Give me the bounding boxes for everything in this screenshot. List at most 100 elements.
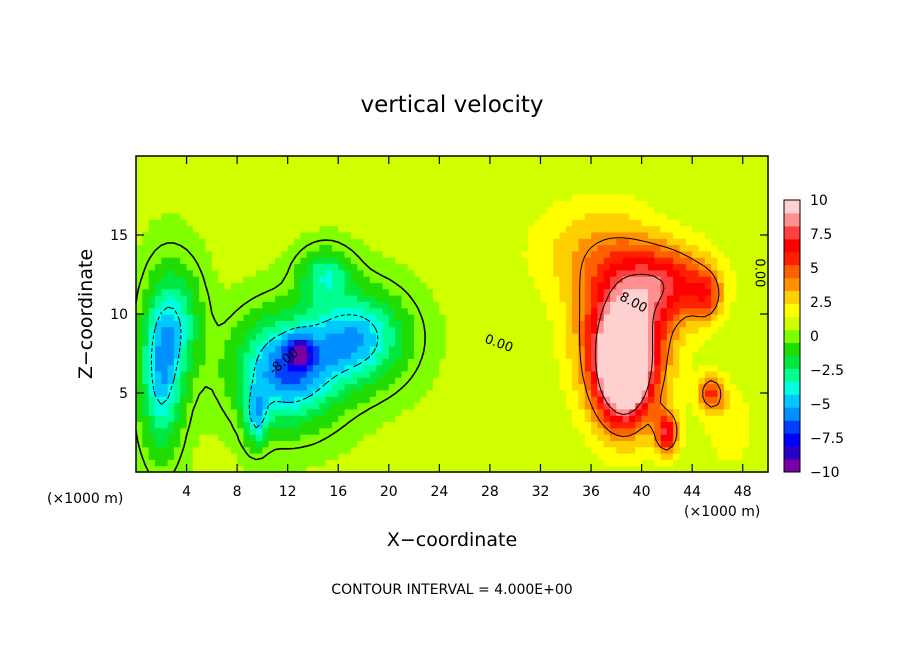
heatmap-cell [635, 295, 643, 302]
heatmap-cell [603, 408, 611, 416]
heatmap-cell [660, 187, 668, 195]
heatmap-cell [161, 193, 169, 201]
heatmap-cell [148, 244, 156, 252]
heatmap-cell [496, 339, 504, 347]
heatmap-cell [559, 244, 567, 252]
heatmap-cell [458, 377, 466, 385]
heatmap-cell [685, 345, 693, 353]
heatmap-cell [673, 370, 681, 378]
heatmap-cell [300, 238, 308, 246]
heatmap-cell [312, 326, 320, 334]
heatmap-cell [666, 314, 674, 321]
heatmap-cell [199, 200, 207, 208]
heatmap-cell [565, 427, 573, 435]
heatmap-cell [369, 396, 377, 404]
heatmap-cell [515, 434, 523, 441]
heatmap-cell [192, 402, 200, 410]
heatmap-cell [654, 465, 662, 473]
heatmap-cell [749, 200, 756, 208]
heatmap-cell [433, 269, 440, 277]
heatmap-cell [439, 231, 447, 239]
heatmap-cell [154, 219, 162, 227]
heatmap-cell [452, 370, 459, 378]
heatmap-cell [723, 212, 731, 220]
heatmap-cell [407, 288, 415, 296]
heatmap-cell [199, 238, 207, 246]
heatmap-cell [224, 295, 232, 302]
heatmap-cell [521, 244, 529, 252]
heatmap-cell [363, 446, 371, 454]
heatmap-cell [572, 465, 579, 473]
heatmap-cell [704, 358, 712, 366]
heatmap-cell [755, 238, 763, 246]
heatmap-cell [376, 383, 384, 391]
heatmap-cell [218, 187, 226, 195]
heatmap-cell [445, 377, 453, 385]
heatmap-cell [666, 345, 674, 353]
heatmap-cell [294, 231, 301, 239]
heatmap-cell [628, 383, 636, 391]
heatmap-cell [502, 326, 510, 334]
heatmap-cell [218, 269, 226, 277]
heatmap-cell [237, 282, 245, 290]
heatmap-cell [344, 212, 352, 220]
heatmap-cell [420, 440, 428, 448]
heatmap-cell [363, 453, 371, 460]
heatmap-cell [376, 156, 384, 163]
heatmap-cell [420, 250, 428, 258]
heatmap-cell [692, 276, 700, 283]
heatmap-cell [426, 257, 434, 265]
heatmap-cell [717, 187, 725, 195]
heatmap-cell [477, 332, 485, 340]
heatmap-cell [597, 156, 605, 163]
heatmap-cell [249, 219, 257, 227]
heatmap-cell [357, 364, 365, 372]
heatmap-cell [565, 295, 573, 302]
heatmap-cell [275, 295, 282, 302]
heatmap-cell [287, 320, 295, 328]
heatmap-cell [142, 326, 150, 334]
heatmap-cell [464, 181, 472, 189]
heatmap-cell [230, 415, 238, 423]
heatmap-cell [610, 351, 617, 359]
heatmap-cell [749, 181, 756, 189]
heatmap-cell [578, 314, 586, 321]
heatmap-cell [192, 193, 200, 201]
heatmap-cell [407, 427, 415, 435]
heatmap-cell [452, 421, 459, 429]
heatmap-cell [420, 351, 428, 359]
heatmap-cell [641, 402, 649, 410]
heatmap-cell [211, 206, 219, 214]
heatmap-cell [192, 440, 200, 448]
heatmap-cell [306, 200, 314, 208]
heatmap-cell [369, 206, 377, 214]
heatmap-cell [698, 383, 706, 391]
heatmap-cell [666, 288, 674, 296]
heatmap-cell [382, 326, 390, 334]
heatmap-cell [660, 193, 668, 201]
heatmap-cell [730, 314, 737, 321]
heatmap-cell [464, 174, 472, 182]
heatmap-cell [256, 459, 263, 467]
heatmap-cell [761, 440, 769, 448]
heatmap-cell [641, 187, 649, 195]
heatmap-cell [180, 339, 188, 347]
heatmap-cell [711, 434, 719, 441]
heatmap-cell [433, 174, 440, 182]
heatmap-cell [698, 301, 706, 309]
heatmap-cell [515, 263, 523, 271]
heatmap-cell [679, 263, 687, 271]
heatmap-cell [300, 257, 308, 265]
heatmap-cell [357, 358, 365, 366]
heatmap-cell [199, 396, 207, 404]
heatmap-cell [483, 358, 491, 366]
heatmap-cell [199, 326, 207, 334]
heatmap-cell [205, 225, 213, 233]
heatmap-cell [483, 301, 491, 309]
heatmap-cell [470, 181, 478, 189]
heatmap-cell [553, 162, 561, 170]
heatmap-cell [180, 370, 188, 378]
heatmap-cell [654, 314, 662, 321]
heatmap-cell [452, 389, 459, 397]
heatmap-cell [161, 282, 169, 290]
